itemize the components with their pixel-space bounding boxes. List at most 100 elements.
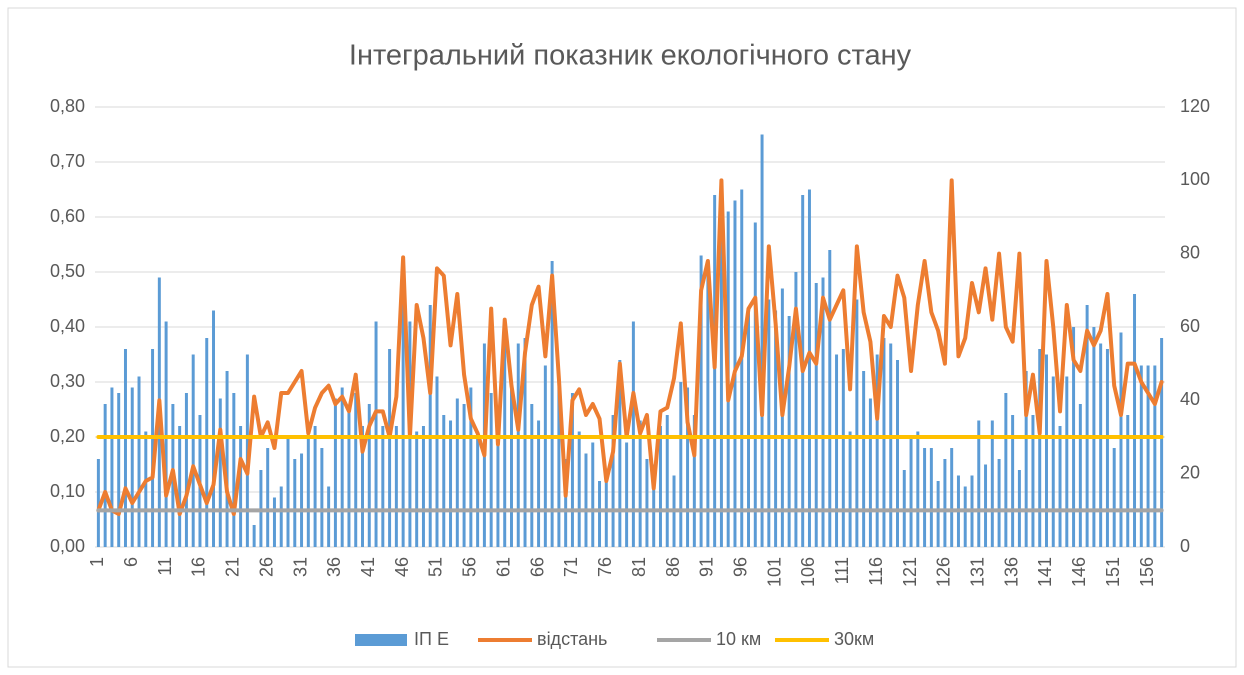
bar (110, 387, 114, 547)
x-tick-label: 156 (1137, 557, 1157, 587)
bar (1139, 365, 1143, 547)
y-tick-label: 0,80 (50, 96, 85, 116)
bar (455, 398, 459, 547)
bar (1044, 354, 1048, 547)
bar (516, 343, 520, 547)
legend-label: 10 км (716, 629, 761, 649)
bar (747, 310, 751, 547)
bar (327, 486, 331, 547)
chart-title: Інтегральний показник екологічного стану (349, 40, 912, 72)
bar (1078, 404, 1082, 547)
bar (394, 426, 398, 547)
x-tick-label: 141 (1035, 557, 1055, 587)
bar (117, 393, 121, 547)
y-tick-label: 0,50 (50, 261, 85, 281)
bar (767, 299, 771, 547)
bar (1160, 338, 1164, 547)
bar (293, 459, 297, 547)
bar (794, 272, 798, 547)
bar (279, 486, 283, 547)
x-tick-label: 121 (900, 557, 920, 587)
bar (896, 360, 899, 547)
bar (333, 398, 337, 547)
bar (354, 393, 358, 547)
bar (442, 415, 446, 547)
bar (584, 453, 588, 547)
bar (123, 349, 127, 547)
bar (774, 310, 778, 547)
bar (401, 283, 405, 547)
bar (835, 354, 839, 547)
x-tick-label: 111 (832, 557, 852, 584)
x-tick-label: 11 (155, 557, 175, 576)
bar (137, 376, 141, 547)
bar (266, 448, 270, 547)
bar (1126, 415, 1130, 547)
bar (780, 288, 784, 547)
bar (103, 404, 107, 547)
x-tick-label: 86 (663, 557, 683, 577)
bar (374, 321, 378, 547)
bar (679, 382, 683, 547)
legend-label: відстань (537, 629, 607, 649)
bar (618, 360, 622, 547)
bar (178, 426, 182, 547)
bar (550, 261, 554, 547)
x-tick-label: 151 (1103, 557, 1123, 587)
bar (686, 387, 690, 547)
bar (476, 431, 480, 547)
bar (814, 283, 818, 547)
bar (1099, 343, 1103, 547)
bar (699, 255, 703, 547)
bar (753, 222, 757, 547)
bar (889, 343, 893, 547)
bar (218, 398, 222, 547)
bar (1146, 365, 1150, 547)
bar (537, 420, 541, 547)
bar (1065, 376, 1069, 547)
bar (943, 459, 947, 547)
y-tick-label: 0,10 (50, 481, 85, 501)
x-tick-label: 101 (764, 557, 784, 587)
bar (936, 481, 940, 547)
bar (625, 442, 629, 547)
bar (151, 349, 155, 547)
x-tick-label: 136 (1001, 557, 1021, 587)
bar (347, 409, 351, 547)
x-tick-label: 51 (426, 557, 446, 577)
bar (611, 415, 615, 547)
y2-tick-label: 0 (1180, 536, 1190, 556)
bar (950, 448, 954, 547)
y2-tick-label: 60 (1180, 316, 1200, 336)
bar (421, 426, 425, 547)
bar (435, 376, 439, 547)
bar (862, 371, 866, 547)
bar (509, 382, 513, 547)
bar (631, 321, 635, 547)
x-tick-label: 91 (697, 557, 717, 577)
bar (984, 464, 988, 547)
bar (415, 431, 419, 547)
bar (340, 387, 344, 547)
x-tick-label: 36 (324, 557, 344, 577)
y-tick-label: 0,20 (50, 426, 85, 446)
bar (252, 525, 256, 547)
bar (496, 426, 500, 547)
bar (828, 250, 832, 547)
y2-tick-label: 20 (1180, 462, 1200, 482)
bar (300, 453, 304, 547)
bar (320, 448, 324, 547)
bar (652, 464, 656, 547)
bar (306, 437, 310, 547)
bar (1133, 294, 1137, 547)
bar (1004, 393, 1008, 547)
bar (543, 365, 547, 547)
bar (997, 459, 1001, 547)
y2-tick-label: 120 (1180, 96, 1210, 116)
bar (598, 481, 602, 547)
bar (923, 448, 927, 547)
x-tick-label: 41 (358, 557, 378, 577)
bar (530, 404, 534, 547)
y-tick-label: 0,00 (50, 536, 85, 556)
x-tick-label: 126 (934, 557, 954, 587)
